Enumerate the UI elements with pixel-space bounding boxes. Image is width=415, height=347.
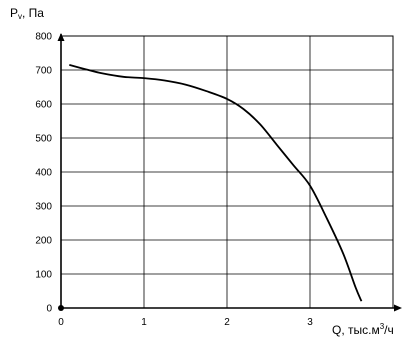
x-axis-label-rest: /ч [384, 323, 394, 337]
y-tick-label-700: 700 [35, 66, 52, 77]
y-tick-label-200: 200 [35, 236, 52, 247]
x-tick-label-1: 1 [141, 317, 147, 328]
y-axis-label-sub: v [18, 12, 22, 21]
grid-layer [60, 35, 394, 309]
y-tick-label-100: 100 [35, 270, 52, 281]
y-tick-label-600: 600 [35, 100, 52, 111]
y-tick-label-500: 500 [35, 134, 52, 145]
axes-layer [57, 33, 402, 312]
x-axis-label-main: Q, тыс.м [332, 323, 380, 337]
x-axis-label: Q, тыс.м3/ч [332, 322, 394, 337]
x-axis-arrow [394, 304, 402, 312]
series-layer [69, 64, 363, 302]
tick-label-layer: 0 100 200 300 400 500 600 700 800 0 1 2 3 [35, 32, 313, 329]
y-axis-arrow [57, 33, 65, 41]
y-axis-label-main: P [10, 6, 18, 20]
y-tick-label-800: 800 [35, 32, 52, 43]
x-tick-label-0: 0 [58, 317, 64, 328]
y-axis-label-rest: , Па [22, 6, 44, 20]
y-tick-label-0: 0 [46, 304, 52, 315]
y-axis-label: Pv, Па [10, 6, 44, 21]
y-tick-label-400: 400 [35, 168, 52, 179]
x-axis-label-sup: 3 [380, 322, 385, 331]
origin-dot [58, 305, 64, 311]
y-tick-label-300: 300 [35, 202, 52, 213]
x-tick-label-2: 2 [224, 317, 230, 328]
x-tick-label-3: 3 [307, 317, 313, 328]
series-line-0 [69, 64, 363, 302]
